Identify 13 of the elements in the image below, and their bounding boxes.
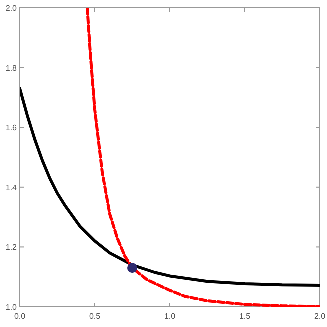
line-series [20, 87, 320, 287]
x-tick-label: 1.5 [239, 312, 252, 321]
line-series [86, 8, 320, 307]
x-tick-label: 2.0 [314, 312, 326, 321]
x-tick-label: 0.5 [89, 312, 102, 321]
y-tick-label: 1.0 [6, 303, 18, 312]
y-tick-label: 1.2 [6, 243, 18, 252]
y-tick-label: 1.4 [6, 183, 18, 192]
x-tick-label: 0.0 [14, 312, 26, 321]
x-tick-label: 1.0 [164, 312, 176, 321]
y-tick-label: 1.8 [6, 64, 18, 73]
y-tick-label: 2.0 [6, 4, 18, 13]
y-tick-label: 1.6 [6, 124, 18, 133]
